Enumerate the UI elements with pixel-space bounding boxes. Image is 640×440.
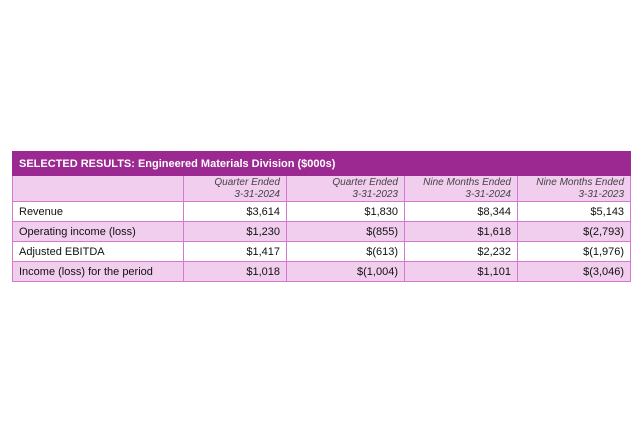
cell-value: $5,143 [516,201,632,222]
selected-results-table: SELECTED RESULTS: Engineered Materials D… [11,151,632,282]
table-row: Revenue $3,614 $1,830 $8,344 $5,143 [12,201,632,222]
table-row: Adjusted EBITDA $1,417 $(613) $2,232 $(1… [12,241,632,262]
column-header: Nine Months Ended 3-31-2024 [404,175,518,202]
column-header: Quarter Ended 3-31-2023 [286,175,405,202]
table-title: SELECTED RESULTS: Engineered Materials D… [11,151,632,176]
column-header-line1: Nine Months Ended [536,176,625,188]
column-header-line1: Nine Months Ended [423,176,511,188]
cell-value: $(2,793) [516,221,632,242]
row-label: Income (loss) for the period [12,261,184,282]
column-header: Nine Months Ended 3-31-2023 [516,175,632,202]
cell-value: $1,101 [404,261,518,282]
cell-value: $(613) [286,241,405,262]
column-header-line2: 3-31-2024 [234,188,280,200]
cell-value: $1,830 [286,201,405,222]
column-header: Quarter Ended 3-31-2024 [183,175,287,202]
cell-value: $1,618 [404,221,518,242]
cell-value: $(3,046) [516,261,632,282]
cell-value: $1,018 [183,261,287,282]
cell-value: $1,230 [183,221,287,242]
column-header-line1: Quarter Ended [332,176,398,188]
column-header-line2: 3-31-2023 [578,188,625,200]
column-header-line1: Quarter Ended [214,176,280,188]
cell-value: $1,417 [183,241,287,262]
table-row: Income (loss) for the period $1,018 $(1,… [12,261,632,282]
header-row: Quarter Ended 3-31-2024 Quarter Ended 3-31… [12,175,632,202]
cell-value: $8,344 [404,201,518,222]
cell-value: $2,232 [404,241,518,262]
table-row: Operating income (loss) $1,230 $(855) $1… [12,221,632,242]
row-label: Revenue [12,201,184,222]
cell-value: $(855) [286,221,405,242]
cell-value: $(1,976) [516,241,632,262]
table-title-row: SELECTED RESULTS: Engineered Materials D… [11,151,632,176]
row-label: Adjusted EBITDA [12,241,184,262]
column-header-line2: 3-31-2023 [352,188,398,200]
row-label: Operating income (loss) [12,221,184,242]
column-header-line2: 3-31-2024 [465,188,511,200]
cell-value: $(1,004) [286,261,405,282]
header-empty [12,175,184,202]
cell-value: $3,614 [183,201,287,222]
